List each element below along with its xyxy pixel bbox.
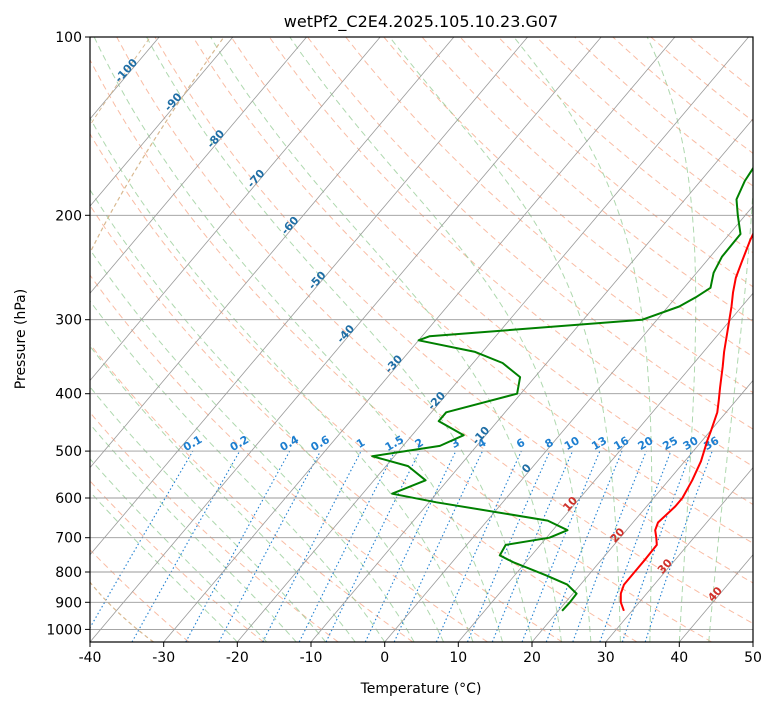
mixing-ratio-line xyxy=(435,450,522,642)
isotherm-line xyxy=(90,37,234,207)
mixing-ratio-line xyxy=(599,450,672,642)
dry-adiabat-line xyxy=(154,37,753,584)
moist-adiabat-line xyxy=(289,37,592,642)
mixing-ratio-line xyxy=(644,450,713,642)
mixing-ratio-line xyxy=(298,450,396,642)
isotherm-line xyxy=(90,37,528,556)
temperature-line xyxy=(619,231,753,612)
moist-adiabat-line xyxy=(90,345,356,642)
moist-adiabat-line xyxy=(90,188,445,642)
y-axis-title: Pressure (hPa) xyxy=(13,289,29,389)
y-tick-label: 800 xyxy=(55,565,82,581)
y-tick-label: 500 xyxy=(55,444,82,460)
mixing-ratio-line xyxy=(572,450,647,642)
mixing-ratio-line xyxy=(218,450,321,642)
dry-adiabat-line xyxy=(90,204,563,642)
x-tick-label: 40 xyxy=(670,650,688,666)
mixing-ratio-line xyxy=(521,450,601,642)
y-tick-label: 1000 xyxy=(46,622,82,638)
isotherm-line xyxy=(310,118,753,642)
isotherm-line xyxy=(90,37,602,642)
x-tick-label: 10 xyxy=(449,650,467,666)
moist-adiabat-line xyxy=(90,386,327,642)
dry-adiabat-line xyxy=(90,343,414,642)
isotherm-line xyxy=(90,37,381,382)
profile-series xyxy=(371,166,753,612)
dry-adiabat-line xyxy=(90,274,488,642)
isotherm-line xyxy=(90,37,307,294)
moist-adiabat-line xyxy=(210,37,562,642)
dry-adiabat-line xyxy=(268,37,753,467)
y-tick-label: 200 xyxy=(55,208,82,224)
moist-adiabat-line xyxy=(90,423,297,642)
moist-adiabat-line xyxy=(93,37,503,642)
isotherm-line xyxy=(90,37,455,469)
isotherm-line xyxy=(605,467,753,642)
moist-adiabat-line xyxy=(90,116,474,642)
y-tick-label: 900 xyxy=(55,595,82,611)
y-tick-label: 600 xyxy=(55,491,82,507)
moist-adiabat-line xyxy=(513,37,653,642)
y-tick-label: 100 xyxy=(55,30,82,46)
isotherm-line xyxy=(531,379,753,642)
x-axis-ticks: -40 -30 -20 -10 0 10 20 30 40 50 xyxy=(79,642,762,666)
reference-curve xyxy=(90,37,225,642)
x-tick-label: -40 xyxy=(79,650,102,666)
mixing-ratio-line xyxy=(466,450,551,642)
moist-adiabat-line xyxy=(90,248,415,642)
moist-adiabat-line xyxy=(90,300,386,642)
mixing-ratio-line xyxy=(545,450,623,642)
dry-adiabat-line xyxy=(307,37,753,430)
dry-adiabat-line xyxy=(90,549,190,642)
moist-adiabat-line xyxy=(389,37,621,642)
moist-adiabat-line xyxy=(708,37,753,642)
plot-frame xyxy=(89,36,754,643)
dewpoint-line xyxy=(371,166,753,612)
dry-adiabat-line xyxy=(90,58,712,642)
y-tick-label: 400 xyxy=(55,387,82,403)
x-tick-label: 20 xyxy=(523,650,541,666)
x-tick-label: 0 xyxy=(380,650,389,666)
x-tick-label: -10 xyxy=(300,650,323,666)
chart-title: wetPf2_C2E4.2025.105.10.23.G07 xyxy=(284,12,558,32)
x-tick-label: -20 xyxy=(226,650,249,666)
dry-adiabat-line xyxy=(459,37,753,288)
dry-adiabat-line xyxy=(90,480,264,642)
x-tick-label: 50 xyxy=(744,650,762,666)
isotherm-line xyxy=(384,205,753,642)
mixing-ratio-line xyxy=(621,450,692,642)
moist-adiabat-line xyxy=(146,37,533,642)
y-tick-label: 300 xyxy=(55,313,82,329)
x-tick-label: 30 xyxy=(597,650,615,666)
y-tick-label: 700 xyxy=(55,531,82,547)
x-tick-label: -30 xyxy=(152,650,175,666)
x-axis-title: Temperature (°C) xyxy=(360,681,482,697)
mixing-ratio-line xyxy=(185,450,291,642)
isotherm-line xyxy=(457,292,753,642)
dry-adiabat-line xyxy=(116,37,753,625)
y-axis-ticks: 100 200 300 400 500 600 700 800 900 1000 xyxy=(46,30,90,638)
isotherm-line xyxy=(236,37,749,642)
